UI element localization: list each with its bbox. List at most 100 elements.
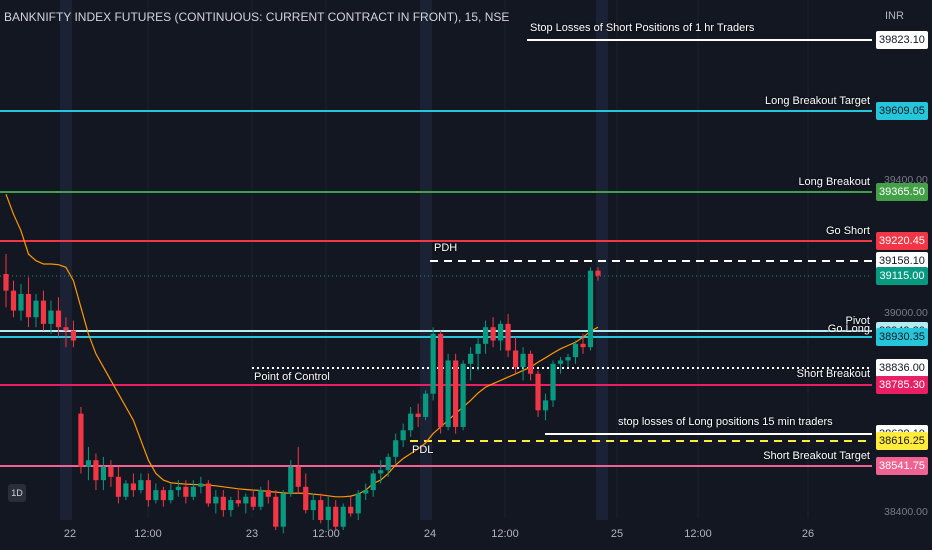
- candle-body: [205, 483, 211, 504]
- candle-body: [408, 413, 414, 431]
- candle-body: [580, 343, 586, 348]
- price-badge-short-breakout: 38785.30: [876, 376, 928, 394]
- candle-body: [385, 456, 391, 471]
- candle-body: [183, 486, 189, 497]
- candle-body: [10, 290, 17, 311]
- candle-body: [378, 470, 384, 474]
- time-axis-label: 23: [245, 528, 259, 540]
- candle-body: [355, 493, 361, 514]
- candle-body: [145, 480, 151, 501]
- candle-body: [78, 413, 84, 467]
- candle-body: [250, 496, 256, 507]
- price-badge-go-long: 38930.35: [876, 328, 928, 346]
- candle-body: [168, 490, 174, 501]
- candle-body: [25, 293, 32, 318]
- candle-body: [243, 496, 249, 504]
- chart-title: BANKNIFTY INDEX FUTURES (CONTINUOUS: CUR…: [4, 10, 510, 24]
- price-axis-tick: 38400.00: [884, 506, 928, 519]
- interval-badge[interactable]: 1D: [8, 484, 26, 502]
- candle-body: [175, 486, 181, 491]
- candle-body: [333, 506, 339, 527]
- candle-body: [587, 270, 594, 348]
- candle-body: [348, 506, 354, 514]
- time-axis-label: 12:00: [491, 528, 519, 540]
- candle-body: [393, 440, 399, 457]
- candle-body: [130, 483, 136, 491]
- price-badge-pdh: 39158.10: [876, 252, 928, 270]
- candle-body: [520, 353, 526, 368]
- price-badge-current: 39115.00: [876, 267, 928, 285]
- candle-body: [423, 393, 429, 417]
- candle-body: [475, 343, 481, 354]
- level-label-stop-long-15min: stop losses of Long positions 15 min tra…: [618, 416, 833, 428]
- candle-body: [303, 486, 309, 511]
- price-badge-long-breakout: 39365.50: [876, 183, 928, 201]
- candle-body: [535, 373, 541, 411]
- candle-body: [363, 490, 369, 494]
- level-label-short-breakout-target: Short Breakout Target: [763, 450, 870, 462]
- candle-body: [190, 486, 196, 497]
- level-label-long-breakout: Long Breakout: [798, 176, 870, 188]
- time-axis-label: 12:00: [684, 528, 712, 540]
- level-label-pivot: Pivot: [845, 315, 870, 327]
- candle-body: [340, 506, 346, 527]
- candle-body: [273, 496, 279, 527]
- price-badge-short-breakout-target: 38541.75: [876, 457, 928, 475]
- candle-body: [497, 323, 504, 341]
- candle-body: [505, 323, 511, 351]
- candle-body: [550, 363, 556, 401]
- candle-body: [280, 493, 286, 527]
- poc-label: Point of Control: [254, 371, 330, 384]
- candle-body: [258, 490, 264, 507]
- pdh-label: PDH: [434, 242, 458, 255]
- candle-body: [572, 343, 579, 358]
- candle-body: [438, 333, 444, 427]
- candle-body: [527, 353, 534, 374]
- candle-body: [318, 500, 324, 521]
- candle-body: [55, 310, 62, 328]
- candle-body: [33, 300, 39, 318]
- candle-body: [460, 363, 466, 427]
- candle-body: [542, 400, 549, 411]
- candle-body: [93, 460, 99, 481]
- pdl-label: PDL: [412, 444, 434, 457]
- time-axis-label: 24: [423, 528, 437, 540]
- candle-body: [123, 483, 129, 497]
- candle-body: [370, 473, 376, 491]
- price-badge-go-short: 39220.45: [876, 232, 928, 250]
- candle-body: [115, 476, 122, 497]
- price-badge-stop-short-1hr: 39823.10: [876, 31, 928, 49]
- candle-body: [48, 310, 54, 324]
- level-label-long-breakout-target: Long Breakout Target: [765, 95, 870, 107]
- candle-body: [198, 483, 204, 487]
- candle-body: [213, 496, 219, 504]
- candle-body: [490, 327, 496, 341]
- candle-body: [595, 270, 601, 276]
- candle-body: [235, 500, 241, 504]
- candle-body: [288, 466, 294, 494]
- currency-label: INR: [885, 10, 904, 22]
- candle-body: [415, 413, 421, 417]
- price-axis-tick: 39400.00: [884, 173, 928, 186]
- candle-body: [325, 506, 331, 521]
- price-badge-long-breakout-target: 39609.05: [876, 102, 928, 120]
- price-badge-poc: 38836.00: [876, 359, 928, 377]
- candle-body: [160, 490, 166, 501]
- candle-body: [453, 360, 459, 427]
- candle-body: [265, 490, 271, 497]
- level-label-stop-short-1hr: Stop Losses of Short Positions of 1 hr T…: [530, 22, 755, 34]
- candle-body: [557, 360, 564, 364]
- moving-average-line: [5, 193, 599, 498]
- candle-body: [138, 480, 144, 491]
- price-badge-pdl: 38616.25: [876, 432, 928, 450]
- time-axis-label: 26: [801, 528, 815, 540]
- candle-body: [40, 300, 47, 324]
- session-band: [60, 0, 72, 520]
- session-band: [420, 0, 432, 520]
- candle-body: [482, 327, 489, 344]
- candle-body: [445, 360, 451, 427]
- candle-body: [565, 357, 571, 361]
- candle-body: [295, 466, 301, 487]
- time-axis-label: 12:00: [134, 528, 162, 540]
